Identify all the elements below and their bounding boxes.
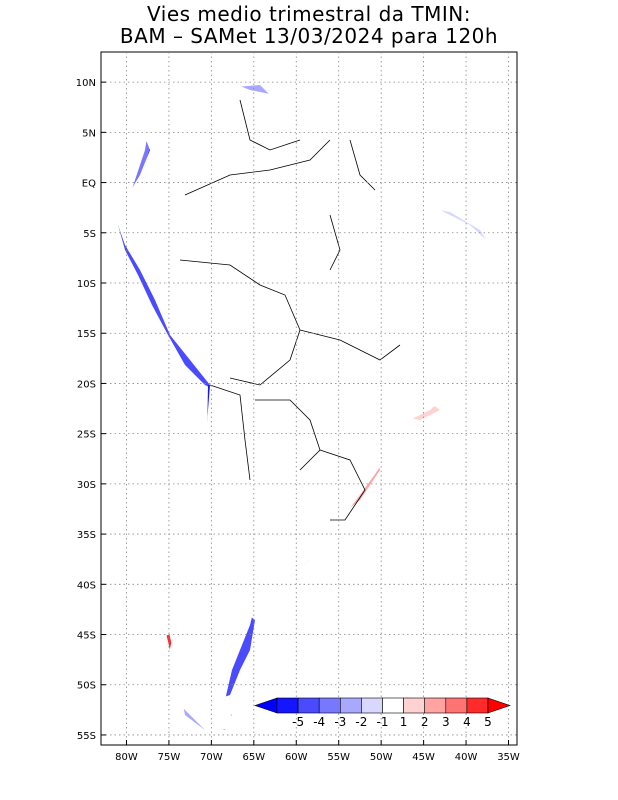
colorbar-swatch [318, 697, 341, 714]
lat-label: 15S [77, 329, 96, 340]
longitude-labels: 80W 75W 70W 65W 60W 55W 50W 45W 40W 35W [115, 740, 520, 763]
colorbar-label: -4 [313, 715, 325, 729]
color-bar: -5 -4 -3 -2 -1 1 2 3 4 5 [254, 697, 511, 729]
colorbar-label: 5 [484, 715, 492, 729]
colorbar-swatch [276, 697, 299, 714]
colorbar-swatch [403, 697, 426, 714]
colorbar-swatch [297, 697, 320, 714]
colorbar-swatch [466, 697, 489, 714]
lat-label: 20S [77, 379, 96, 390]
lat-label: 55S [77, 731, 96, 742]
colorbar-swatch [382, 697, 404, 714]
lon-label: 35W [497, 752, 520, 763]
colorbar-swatch [339, 697, 362, 714]
map-title-line2: BAM – SAMet 13/03/2024 para 120h [119, 24, 499, 48]
lat-label: 45S [77, 631, 96, 642]
lon-label: 55W [327, 752, 350, 763]
lat-label: 40S [77, 580, 96, 591]
lat-label: 50S [77, 681, 96, 692]
lat-label: 10S [77, 279, 96, 290]
lat-lon-grid [101, 52, 517, 745]
lat-label: 25S [77, 430, 96, 441]
lon-label: 65W [243, 752, 266, 763]
colorbar-label: 3 [442, 715, 450, 729]
lon-label: 40W [455, 752, 478, 763]
colorbar-label: 4 [463, 715, 471, 729]
lat-label: 35S [77, 530, 96, 541]
colorbar-label: 1 [400, 715, 408, 729]
lat-label: EQ [82, 179, 96, 190]
latitude-labels: 10N 5N EQ 5S 10S 15S 20S 25S 30S 35S 40S 45S 50S 55S [76, 78, 106, 742]
lat-label: 30S [77, 480, 96, 491]
lat-label: 5N [82, 128, 96, 139]
colorbar-swatch [361, 697, 383, 714]
lon-label: 80W [115, 752, 138, 763]
lat-label: 5S [83, 229, 96, 240]
colorbar-swatch [445, 697, 468, 714]
lat-label: 10N [76, 78, 96, 89]
colorbar-swatch [424, 697, 447, 714]
colorbar-label: -2 [355, 715, 367, 729]
colorbar-arrow-high [487, 697, 511, 714]
lon-label: 75W [158, 752, 181, 763]
colorbar-label: -1 [377, 715, 389, 729]
lon-label: 45W [412, 752, 435, 763]
lon-label: 50W [370, 752, 393, 763]
map-title-line1: Vies medio trimestral da TMIN: [147, 2, 471, 26]
lon-label: 60W [285, 752, 308, 763]
colorbar-label: -5 [292, 715, 304, 729]
colorbar-label: -3 [334, 715, 346, 729]
country-borders [117, 64, 501, 736]
colorbar-label: 2 [421, 715, 429, 729]
lon-label: 70W [200, 752, 223, 763]
